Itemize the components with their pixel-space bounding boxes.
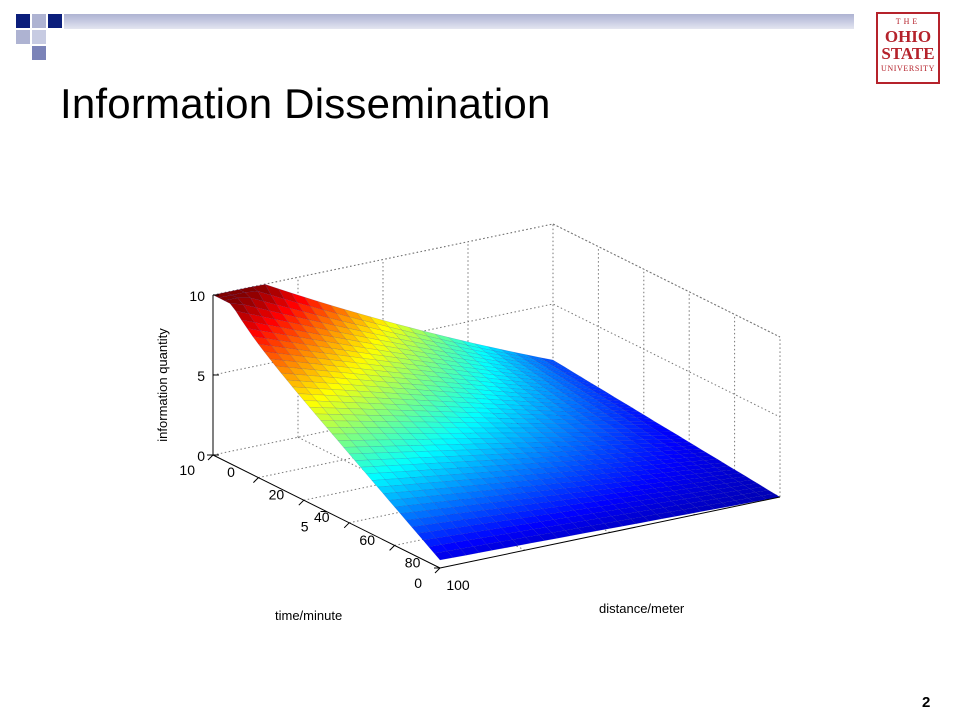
x-axis-line bbox=[439, 496, 781, 569]
header-square-light-1 bbox=[32, 14, 46, 28]
x-tick-label: 60 bbox=[359, 532, 375, 548]
x-tick bbox=[343, 522, 350, 529]
x-tick bbox=[298, 499, 305, 506]
header-square-dark-3 bbox=[32, 46, 46, 60]
x-tick-label: 40 bbox=[314, 509, 330, 525]
x-tick bbox=[389, 545, 395, 551]
x-axis-label: distance/meter bbox=[599, 601, 685, 616]
x-tick-label: 0 bbox=[227, 464, 235, 480]
header-square-light-2 bbox=[16, 30, 30, 44]
back-wall-right bbox=[552, 223, 781, 497]
z-tick-label: 0 bbox=[197, 448, 205, 464]
logo-line-ohio: OHIO bbox=[884, 27, 932, 46]
z-tick-label: 5 bbox=[197, 368, 205, 384]
slide-title: Information Dissemination bbox=[60, 80, 551, 127]
x-tick bbox=[207, 454, 214, 461]
x-tick-label: 20 bbox=[269, 487, 285, 503]
surface-patch bbox=[434, 550, 454, 561]
header-square-light-3 bbox=[32, 30, 46, 44]
grid-line bbox=[212, 223, 781, 338]
page-number: 2 bbox=[922, 694, 931, 711]
z-tick-label: 10 bbox=[189, 288, 205, 304]
chart-surface bbox=[212, 284, 781, 561]
x-tick bbox=[253, 477, 259, 483]
x-tick bbox=[434, 567, 441, 574]
z-axis-label: information quantity bbox=[155, 328, 170, 442]
y-tick-label: 0 bbox=[414, 575, 422, 591]
header-square-dark-2 bbox=[48, 14, 62, 28]
y-tick-label: 5 bbox=[301, 519, 309, 535]
y-axis-label: time/minute bbox=[275, 608, 342, 623]
university-logo: THE OHIO STATE UNIVERSITY bbox=[876, 12, 940, 84]
logo-line-university: UNIVERSITY bbox=[881, 64, 935, 73]
x-tick-label: 80 bbox=[405, 554, 421, 570]
logo-line-state: STATE bbox=[881, 44, 935, 63]
header-gradient-bar bbox=[64, 14, 854, 29]
y-tick-label: 10 bbox=[179, 462, 195, 478]
header-square-dark-1 bbox=[16, 14, 30, 28]
grid-line bbox=[212, 303, 781, 418]
x-tick-label: 100 bbox=[446, 577, 470, 593]
logo-line-the: THE bbox=[895, 17, 921, 26]
